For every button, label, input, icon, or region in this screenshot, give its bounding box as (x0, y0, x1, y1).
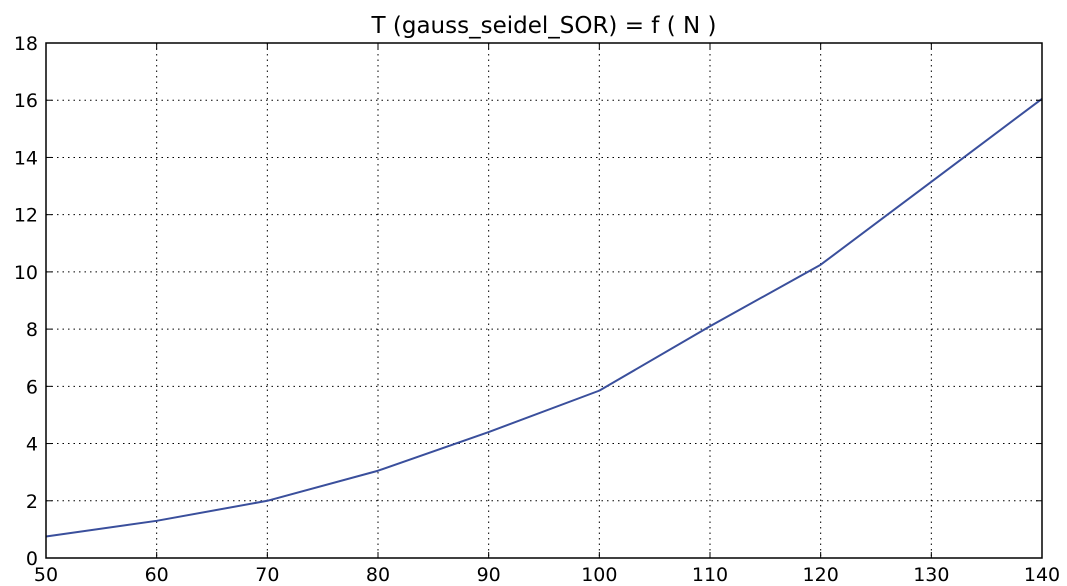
y-tick-label: 8 (26, 319, 38, 341)
x-tick-label: 130 (913, 564, 949, 586)
y-tick-label: 16 (14, 90, 38, 112)
x-tick-label: 140 (1024, 564, 1060, 586)
y-tick-label: 4 (26, 434, 38, 456)
series-line (45, 97, 1043, 538)
x-tick-label: 50 (34, 564, 58, 586)
y-tick-label: 2 (26, 491, 38, 513)
y-tick-label: 6 (26, 376, 38, 398)
y-axis-tick-labels: 0 2 4 6 8 10 12 14 16 18 (14, 33, 38, 570)
y-tick-label: 18 (14, 33, 38, 55)
y-tick-label: 12 (14, 205, 38, 227)
x-tick-label: 100 (581, 564, 617, 586)
x-tick-label: 60 (145, 564, 169, 586)
x-tick-label: 90 (477, 564, 501, 586)
chart-title: T (gauss_seidel_SOR) = f ( N ) (371, 13, 717, 39)
series-layer (45, 97, 1043, 538)
plot-frame (45, 42, 1043, 559)
y-tick-label: 14 (14, 147, 38, 169)
y-tick-label: 0 (26, 548, 38, 570)
x-tick-label: 120 (803, 564, 839, 586)
x-tick-label: 80 (366, 564, 390, 586)
x-tick-label: 70 (255, 564, 279, 586)
grid-lines (46, 43, 1042, 558)
x-tick-label: 110 (692, 564, 728, 586)
axis-ticks (45, 42, 1043, 559)
x-axis-tick-labels: 50 60 70 80 90 100 110 120 130 140 (34, 564, 1060, 586)
y-tick-label: 10 (14, 262, 38, 284)
